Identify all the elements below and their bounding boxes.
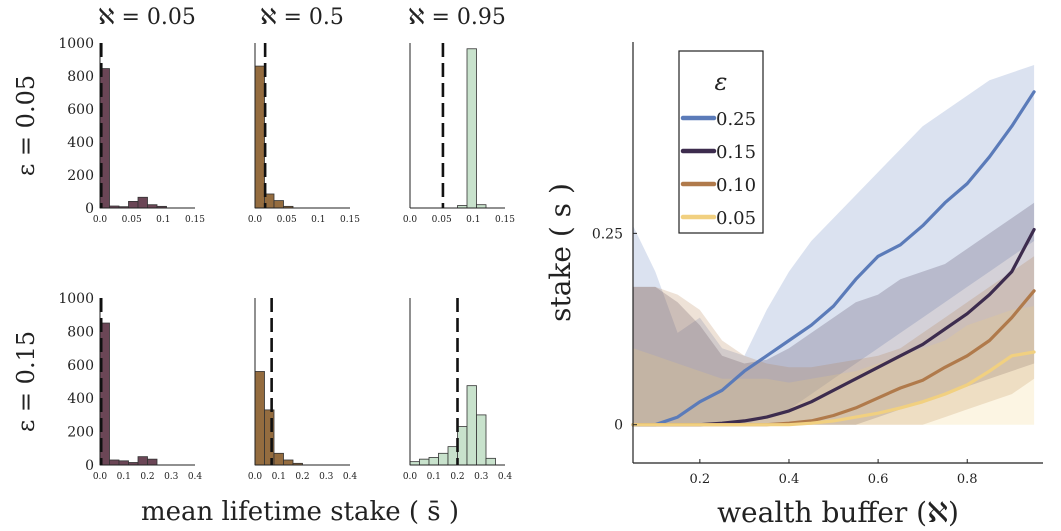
x-tick-label: 0.0 <box>248 215 263 225</box>
histogram-subplot-r1c1: 0.0 0.05 0.1 0.15 0 200 400 600 800 1000 <box>58 36 205 225</box>
x-tick-label: 0.1 <box>156 215 170 225</box>
histogram-bar <box>254 371 265 466</box>
histogram-bar <box>147 458 158 466</box>
line-series-0.25 <box>631 90 1036 427</box>
line-series-0.05 <box>631 350 1036 427</box>
x-tick-label: 0.0 <box>403 472 418 482</box>
y-tick-label: 600 <box>67 102 94 118</box>
line-x-axis-label: wealth buffer (ℵ) <box>717 496 959 529</box>
x-tick-label: 0.6 <box>868 472 889 487</box>
legend: ε 0.25 0.15 0.10 0.05 <box>678 50 764 234</box>
y-tick-label: 0 <box>85 201 94 217</box>
x-tick-label: 0.1 <box>466 215 480 225</box>
histogram-bar <box>254 65 265 209</box>
y-tick-label: 200 <box>67 425 94 441</box>
band-series-0.25 <box>633 65 1035 425</box>
histogram-bar <box>273 452 284 466</box>
histogram-bar <box>283 459 294 466</box>
histogram-grid: ℵ = 0.05 ℵ = 0.5 ℵ = 0.95 ε = 0.05 ε = 0.15 m… <box>12 5 515 527</box>
histogram-bar <box>118 460 129 466</box>
x-tick-label: 0.4 <box>343 472 358 482</box>
legend-box <box>678 50 764 234</box>
legend-entry-label: 0.25 <box>716 109 756 130</box>
x-tick-label: 0.2 <box>450 472 464 482</box>
histogram-subplot-r1c2: 0.0 0.05 0.1 0.15 <box>248 43 360 225</box>
x-tick-label: 0.4 <box>498 472 513 482</box>
histogram-bar <box>109 459 120 466</box>
x-tick-label: 0.0 <box>248 472 263 482</box>
histogram-bar <box>447 446 458 466</box>
y-tick-label: 0 <box>85 458 94 474</box>
histogram-x-axis-label: mean lifetime stake ( s̄ ) <box>141 497 459 527</box>
x-tick-label: 0.15 <box>185 215 205 225</box>
histogram-subplot-r2c2: 0.0 0.1 0.2 0.3 0.4 <box>248 298 358 482</box>
column-title: ℵ = 0.05 <box>98 5 196 30</box>
x-tick-label: 0.15 <box>340 215 360 225</box>
legend-entry-label: 0.05 <box>716 208 756 229</box>
histogram-bar <box>457 426 468 466</box>
y-tick-label: 400 <box>67 135 94 151</box>
x-tick-label: 0.0 <box>93 472 108 482</box>
band-series-0.05 <box>633 306 1035 425</box>
x-tick-label: 0.2 <box>690 472 711 487</box>
x-tick-label: 0.4 <box>779 472 800 487</box>
y-tick-label: 800 <box>67 69 94 85</box>
y-tick-label: 1000 <box>58 36 94 52</box>
line-panel: 0.2 0.4 0.6 0.8 0 0.25 wealth buffer (ℵ) stake … <box>544 42 1043 529</box>
histogram-subplot-r2c3: 0.0 0.1 0.2 0.3 0.4 <box>403 298 513 482</box>
row-title: ε = 0.05 <box>12 75 40 176</box>
histogram-bar <box>485 457 496 466</box>
line-y-axis-label: stake ( s ) <box>544 183 577 322</box>
histogram-bar <box>466 385 477 466</box>
histogram-bar <box>409 461 420 466</box>
y-tick-label: 400 <box>67 391 94 407</box>
y-tick-label: 800 <box>67 324 94 340</box>
x-tick-label: 0.3 <box>164 472 179 482</box>
y-tick-label: 600 <box>67 358 94 374</box>
histogram-bar <box>476 414 487 466</box>
x-tick-label: 0.2 <box>295 472 309 482</box>
y-tick-label: 1000 <box>58 291 94 307</box>
histogram-bar <box>273 200 284 209</box>
histogram-subplot-r2c1: 0.0 0.1 0.2 0.3 0.4 0 200 400 600 800 1000 <box>58 291 202 482</box>
x-tick-label: 0.2 <box>140 472 154 482</box>
x-tick-label: 0.0 <box>93 215 108 225</box>
histogram-bar <box>137 456 148 466</box>
x-tick-label: 0.05 <box>432 215 452 225</box>
histogram-bar <box>128 200 139 209</box>
column-title: ℵ = 0.95 <box>408 5 506 30</box>
x-tick-label: 0.4 <box>188 472 203 482</box>
x-tick-label: 0.1 <box>272 472 286 482</box>
histogram-bar <box>419 458 430 466</box>
histogram-bar <box>466 48 477 209</box>
y-tick-label: 200 <box>67 168 94 184</box>
histogram-bar <box>428 457 439 466</box>
legend-entry-label: 0.10 <box>716 175 756 196</box>
histogram-bar <box>438 452 449 466</box>
histogram-bar <box>137 196 148 209</box>
band-series-0.15 <box>633 202 1035 425</box>
x-tick-label: 0.8 <box>957 472 978 487</box>
y-tick-label: 0.25 <box>592 226 623 242</box>
legend-title: ε <box>715 68 728 96</box>
x-tick-label: 0.3 <box>319 472 334 482</box>
x-tick-label: 0.1 <box>311 215 325 225</box>
y-tick-label: 0 <box>614 418 623 434</box>
x-tick-label: 0.0 <box>403 215 418 225</box>
x-tick-label: 0.1 <box>117 472 131 482</box>
column-title: ℵ = 0.5 <box>260 5 344 30</box>
x-tick-label: 0.3 <box>474 472 489 482</box>
x-tick-label: 0.15 <box>495 215 515 225</box>
legend-entry-label: 0.15 <box>716 142 756 163</box>
x-tick-label: 0.1 <box>427 472 441 482</box>
row-title: ε = 0.15 <box>12 331 40 432</box>
histogram-subplot-r1c3: 0.0 0.05 0.1 0.15 <box>403 43 515 225</box>
x-tick-label: 0.05 <box>277 215 297 225</box>
x-tick-label: 0.05 <box>122 215 142 225</box>
